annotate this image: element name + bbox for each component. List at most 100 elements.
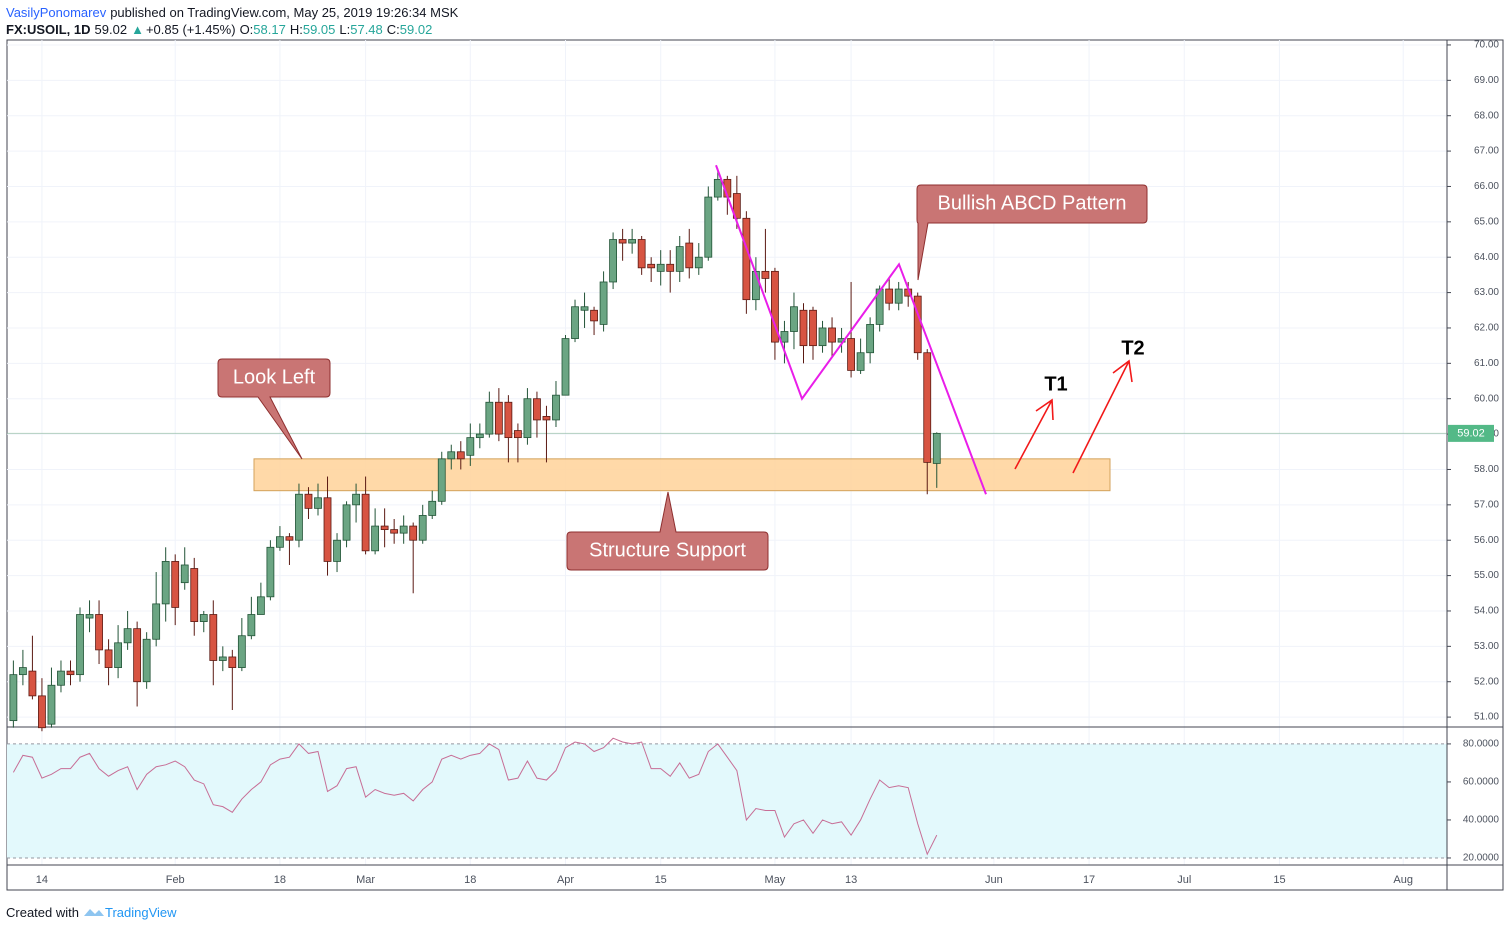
candle-body xyxy=(447,451,456,460)
rsi-band xyxy=(7,743,1447,858)
up-arrow: ▲ xyxy=(131,22,144,37)
x-tick-label: 14 xyxy=(36,874,48,886)
candle-body xyxy=(685,242,694,269)
rsi-tick-label: 40.0000 xyxy=(1463,815,1500,826)
candle-body xyxy=(304,493,313,509)
l-label: L: xyxy=(339,22,351,37)
candle-body xyxy=(894,288,903,304)
candle-body xyxy=(85,614,94,619)
brand[interactable]: TradingView xyxy=(104,905,177,920)
candle-body xyxy=(323,497,332,562)
candle-body xyxy=(161,561,170,605)
candle-body xyxy=(475,433,484,439)
y-tick-label: 69.00 xyxy=(1474,75,1499,86)
last-price-box xyxy=(1448,424,1494,442)
t1: T1 xyxy=(1044,373,1067,395)
candle-body xyxy=(247,614,256,637)
candle-body xyxy=(266,546,275,598)
candle-body xyxy=(675,246,684,272)
candle-body xyxy=(209,614,218,661)
candle-body xyxy=(866,324,875,354)
x-tick-label: 13 xyxy=(845,874,857,886)
symbol-line: FX:USOIL, 1D 59.02 ▲ +0.85 (+1.45%) O:58.17 H… xyxy=(6,22,436,37)
candle-body xyxy=(761,270,770,279)
last: 59.02 xyxy=(94,22,128,37)
y-tick-label: 51.00 xyxy=(1474,712,1499,723)
t2: T2 xyxy=(1121,337,1144,359)
y-tick-label: 52.00 xyxy=(1474,676,1499,687)
candle-body xyxy=(704,196,713,258)
c-label: C: xyxy=(386,22,400,37)
callout-box xyxy=(916,184,1148,281)
candle-body xyxy=(885,288,894,304)
candle-body xyxy=(818,327,827,347)
candle-body xyxy=(66,670,75,676)
candle-body xyxy=(199,614,208,622)
x-tick-label: Feb xyxy=(166,874,185,886)
candle-body xyxy=(428,500,437,516)
candle-body xyxy=(218,656,227,661)
footer: Created with TradingView xyxy=(6,905,181,920)
x-tick-label: 17 xyxy=(1083,874,1095,886)
h-label: H: xyxy=(289,22,303,37)
candle-body xyxy=(276,536,284,548)
candle-body xyxy=(390,529,399,534)
candle-body xyxy=(38,695,46,729)
candle-body xyxy=(171,561,180,608)
candle-body xyxy=(771,270,779,343)
rsi-line xyxy=(12,737,938,856)
callout-text: Bullish ABCD Pattern xyxy=(938,192,1127,214)
candle-body xyxy=(342,504,351,541)
candle-body xyxy=(542,415,551,421)
y-tick-label: 60.00 xyxy=(1474,393,1499,404)
candle-body xyxy=(780,331,789,343)
candle-body xyxy=(809,309,817,347)
o-value: 58.17 xyxy=(253,22,286,37)
candle-body xyxy=(333,539,341,562)
author[interactable]: VasilyPonomarev xyxy=(6,5,107,20)
candle-body xyxy=(114,642,122,668)
candle-body xyxy=(456,451,465,460)
candle-body xyxy=(57,670,65,686)
candle-body xyxy=(28,670,37,697)
candle-body xyxy=(133,628,142,683)
o-label: O: xyxy=(239,22,254,37)
candle-body xyxy=(856,352,865,371)
publish-line: VasilyPonomarev published on TradingView.… xyxy=(6,5,462,20)
x-tick-label: May xyxy=(765,874,786,886)
callout-text: Structure Support xyxy=(589,539,746,561)
x-tick-label: 18 xyxy=(274,874,286,886)
candle-body xyxy=(618,239,627,244)
candle-body xyxy=(409,525,418,541)
candle-body xyxy=(732,193,741,219)
y-tick-label: 70.00 xyxy=(1474,40,1499,51)
candle-body xyxy=(628,239,637,244)
y-tick-label: 55.00 xyxy=(1474,570,1499,581)
candle-body xyxy=(418,515,427,541)
x-tick-label: Mar xyxy=(356,874,375,886)
created-with: Created with xyxy=(6,905,79,920)
rsi-tick-label: 80.0000 xyxy=(1463,739,1500,750)
x-tick-label: Jul xyxy=(1177,874,1191,886)
candle-body xyxy=(314,497,322,509)
y-tick-label: 53.00 xyxy=(1474,641,1499,652)
y-tick-label: 57.00 xyxy=(1474,499,1499,510)
x-tick-label: 15 xyxy=(1273,874,1285,886)
y-tick-label: 64.00 xyxy=(1474,252,1499,263)
pane-frame xyxy=(6,39,1504,891)
candle-body xyxy=(437,458,446,502)
candle-body xyxy=(875,288,884,325)
candle-body xyxy=(847,338,855,371)
rsi-tick-label: 20.0000 xyxy=(1463,853,1500,864)
candle-body xyxy=(504,401,513,439)
candle-body xyxy=(152,603,161,640)
last-price-label: 59.02 xyxy=(1457,427,1485,439)
rsi-tick-label: 60.0000 xyxy=(1463,777,1500,788)
candle-body xyxy=(237,635,246,668)
candle-body xyxy=(256,596,265,615)
candle-body xyxy=(932,432,941,464)
candle-body xyxy=(47,684,56,725)
candle-body xyxy=(514,430,522,439)
candle-body xyxy=(713,178,722,198)
